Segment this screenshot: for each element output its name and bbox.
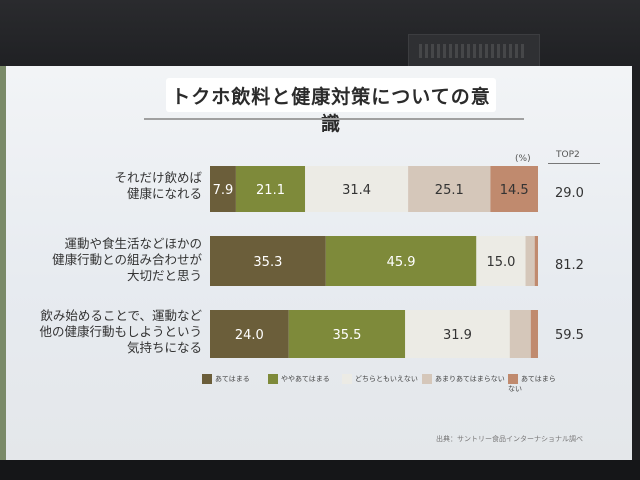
screen-left-edge bbox=[0, 66, 8, 460]
question-label-3: 飲み始めることで、運動など 他の健康行動もしようという 気持ちになる bbox=[20, 308, 202, 356]
legend-item-3: どちらともいえない bbox=[342, 374, 418, 384]
top2-value-2: 81.2 bbox=[555, 258, 584, 273]
bar-segment-r3-s1 bbox=[210, 310, 289, 358]
title-underline bbox=[144, 118, 524, 120]
top2-value-1: 29.0 bbox=[555, 186, 584, 201]
bar-label-r2-s2: 45.9 bbox=[387, 255, 416, 270]
legend-label-1: あてはまる bbox=[215, 375, 250, 383]
legend-label-3: どちらともいえない bbox=[355, 375, 418, 383]
top2-value-3: 59.5 bbox=[555, 328, 584, 343]
stacked-bar-chart: 7.9 21.1 31.4 25.1 14.5 35.3 45.9 15.0 24.0 35.5 3… bbox=[210, 166, 538, 358]
unit-label: (%) bbox=[515, 154, 531, 164]
question-3-line-3: 気持ちになる bbox=[126, 340, 202, 355]
legend-swatch-1 bbox=[202, 374, 212, 384]
bar-label-r3-s3: 31.9 bbox=[443, 328, 472, 343]
title-box: トクホ飲料と健康対策についての意識 bbox=[166, 78, 496, 135]
legend: あてはまる ややあてはまる どちらともいえない あまりあてはまらない あてはまら… bbox=[202, 374, 562, 393]
ceiling bbox=[0, 0, 640, 70]
floor bbox=[0, 460, 640, 480]
bar-segment-r2-s2 bbox=[325, 236, 477, 286]
top2-header-rule bbox=[548, 163, 600, 164]
ceiling-vent bbox=[408, 34, 540, 70]
question-2-line-1: 運動や食生活などほかの bbox=[64, 236, 202, 251]
bar-label-r1-s3: 31.4 bbox=[342, 183, 371, 198]
question-label-1: それだけ飲めば 健康になれる bbox=[34, 170, 202, 202]
bar-segment-r3-s5 bbox=[530, 310, 538, 358]
legend-label-4: あまりあてはまらない bbox=[435, 375, 505, 383]
bar-label-r1-s1: 7.9 bbox=[213, 183, 234, 198]
legend-swatch-4 bbox=[422, 374, 432, 384]
question-1-line-2: 健康になれる bbox=[126, 186, 202, 201]
question-2-line-3: 大切だと思う bbox=[126, 268, 202, 283]
bar-segment-r1-s1 bbox=[210, 166, 236, 212]
legend-item-1: あてはまる bbox=[202, 374, 250, 384]
question-2-line-2: 健康行動との組み合わせが bbox=[52, 252, 202, 267]
bar-segment-r3-s3 bbox=[405, 310, 510, 358]
question-3-line-1: 飲み始めることで、運動など bbox=[40, 308, 202, 323]
legend-swatch-5 bbox=[508, 374, 518, 384]
bar-label-r1-s2: 21.1 bbox=[256, 183, 285, 198]
bar-label-r2-s1: 35.3 bbox=[253, 255, 282, 270]
bar-segment-r2-s4 bbox=[525, 236, 535, 286]
legend-swatch-3 bbox=[342, 374, 352, 384]
bar-segment-r3-s2 bbox=[288, 310, 406, 358]
bar-segment-r3-s4 bbox=[509, 310, 531, 358]
source-note: 出典：サントリー食品インターナショナル調べ bbox=[436, 435, 583, 443]
bar-label-r1-s4: 25.1 bbox=[435, 183, 464, 198]
question-3-line-2: 他の健康行動もしようという bbox=[39, 324, 202, 339]
legend-item-2: ややあてはまる bbox=[268, 374, 330, 384]
bar-segment-r1-s2 bbox=[235, 166, 306, 212]
bar-label-r3-s1: 24.0 bbox=[235, 328, 264, 343]
legend-item-4: あまりあてはまらない bbox=[422, 374, 505, 384]
bar-segment-r2-s1 bbox=[210, 236, 326, 286]
bar-label-r1-s5: 14.5 bbox=[500, 183, 529, 198]
question-label-2: 運動や食生活などほかの 健康行動との組み合わせが 大切だと思う bbox=[26, 236, 202, 284]
question-1-line-1: それだけ飲めば bbox=[114, 170, 202, 185]
bar-segment-r2-s5 bbox=[534, 236, 538, 286]
slide: トクホ飲料と健康対策についての意識 それだけ飲めば 健康になれる 運動や食生活な… bbox=[6, 66, 632, 460]
legend-label-5: あてはまらない bbox=[508, 375, 556, 393]
bar-label-r2-s3: 15.0 bbox=[486, 255, 515, 270]
bar-segment-r2-s3 bbox=[476, 236, 526, 286]
bar-segment-r1-s4 bbox=[408, 166, 491, 212]
bar-label-r3-s2: 35.5 bbox=[332, 328, 361, 343]
legend-label-2: ややあてはまる bbox=[281, 375, 330, 383]
legend-swatch-2 bbox=[268, 374, 278, 384]
top2-header: TOP2 bbox=[556, 150, 580, 160]
bar-segment-r1-s5 bbox=[490, 166, 538, 212]
legend-item-5: あてはまらない bbox=[508, 374, 562, 394]
bar-segment-r1-s3 bbox=[305, 166, 409, 212]
